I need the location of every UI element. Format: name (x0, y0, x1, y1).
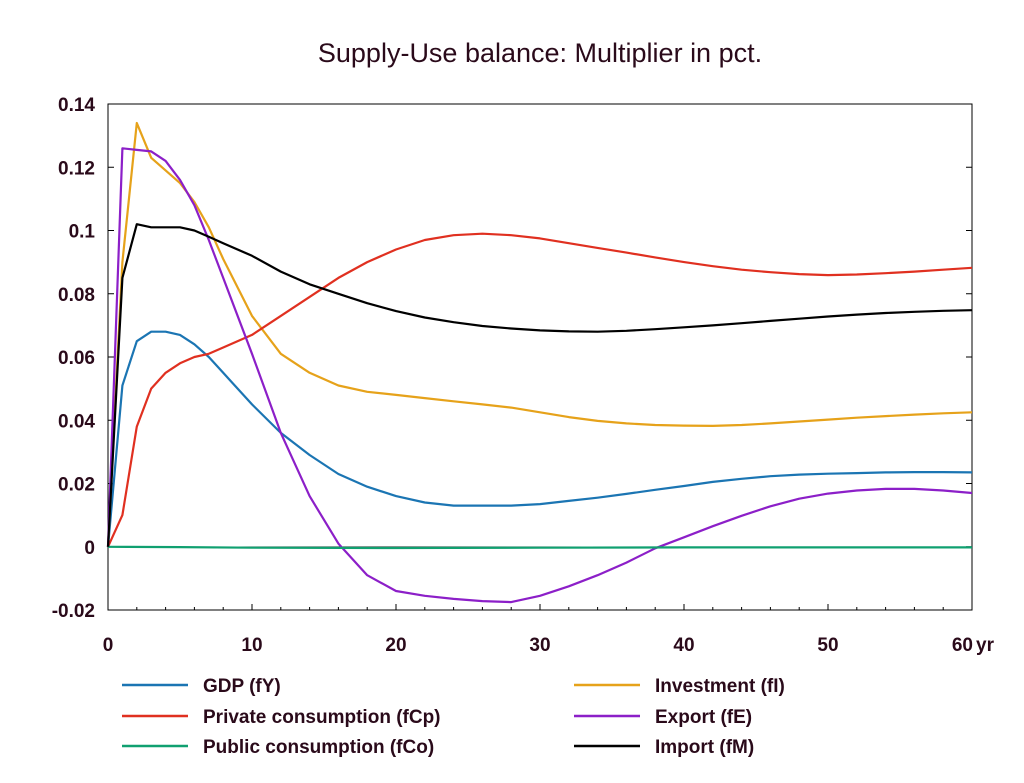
legend: GDP (fY) Private consumption (fCp) Public … (122, 676, 785, 758)
legend-label: Investment (fI) (655, 676, 785, 697)
series-line-import-fm (106, 223, 973, 547)
y-tick-label: 0.1 (69, 222, 96, 243)
x-tick-label: 20 (385, 635, 406, 656)
y-tick-label: 0 (84, 538, 95, 559)
legend-label: Public consumption (fCo) (203, 737, 434, 758)
x-unit-label: yr (976, 635, 995, 656)
series-line-public-consumption-fco (107, 545, 972, 550)
y-tick-label: 0.06 (58, 348, 95, 369)
legend-label: Export (fE) (655, 707, 752, 728)
series-group (106, 121, 973, 604)
series-line-gdp-fy (106, 330, 973, 547)
x-tick-label: 10 (241, 635, 262, 656)
y-axis: 0.14 0.12 0.1 0.08 0.06 0.04 0.02 0 -0.02 (52, 95, 972, 622)
series-line-private-consumption-fcp (106, 232, 973, 548)
y-tick-label: 0.14 (58, 95, 95, 116)
x-tick-label: 60 (952, 635, 973, 656)
legend-label: GDP (fY) (203, 676, 281, 697)
legend-label: Private consumption (fCp) (203, 707, 441, 728)
x-tick-label: 0 (103, 635, 114, 656)
y-tick-label: 0.08 (58, 285, 95, 306)
chart-title: Supply-Use balance: Multiplier in pct. (318, 38, 762, 68)
plot-frame (107, 103, 973, 611)
series-line-export-fe (106, 147, 973, 604)
x-tick-label: 40 (673, 635, 694, 656)
series-line-investment-fi (106, 121, 973, 547)
y-tick-label: -0.02 (52, 601, 95, 622)
x-tick-label: 50 (817, 635, 838, 656)
y-tick-label: 0.04 (58, 411, 95, 432)
x-tick-label: 30 (529, 635, 550, 656)
x-axis: 0 10 20 30 40 50 60 (103, 604, 973, 656)
y-tick-label: 0.02 (58, 475, 95, 496)
y-tick-label: 0.12 (58, 158, 95, 179)
legend-label: Import (fM) (655, 737, 754, 758)
